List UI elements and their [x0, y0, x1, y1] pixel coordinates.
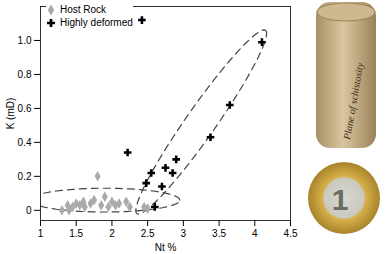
- svg-text:2.5: 2.5: [141, 228, 155, 239]
- svg-text:1.5: 1.5: [69, 228, 83, 239]
- svg-text:1: 1: [38, 228, 44, 239]
- svg-text:0.2: 0.2: [18, 171, 32, 182]
- svg-text:1: 1: [332, 183, 349, 216]
- svg-text:0.4: 0.4: [18, 137, 32, 148]
- svg-text:0.6: 0.6: [18, 103, 32, 114]
- svg-text:0.8: 0.8: [18, 69, 32, 80]
- svg-text:Plane of schistosity: Plane of schistosity: [341, 61, 366, 141]
- svg-text:Nt %: Nt %: [155, 242, 177, 253]
- svg-text:1.0: 1.0: [18, 35, 32, 46]
- svg-text:3.5: 3.5: [212, 228, 226, 239]
- svg-text:K (mD): K (mD): [5, 98, 16, 130]
- svg-text:4.5: 4.5: [284, 228, 298, 239]
- html-text:Highly deformed: Highly deformed: [60, 17, 133, 28]
- svg-text:4: 4: [252, 228, 258, 239]
- svg-text:2: 2: [109, 228, 115, 239]
- svg-text:3: 3: [181, 228, 187, 239]
- html-text:Host Rock: Host Rock: [60, 4, 107, 15]
- svg-text:0: 0: [26, 205, 32, 216]
